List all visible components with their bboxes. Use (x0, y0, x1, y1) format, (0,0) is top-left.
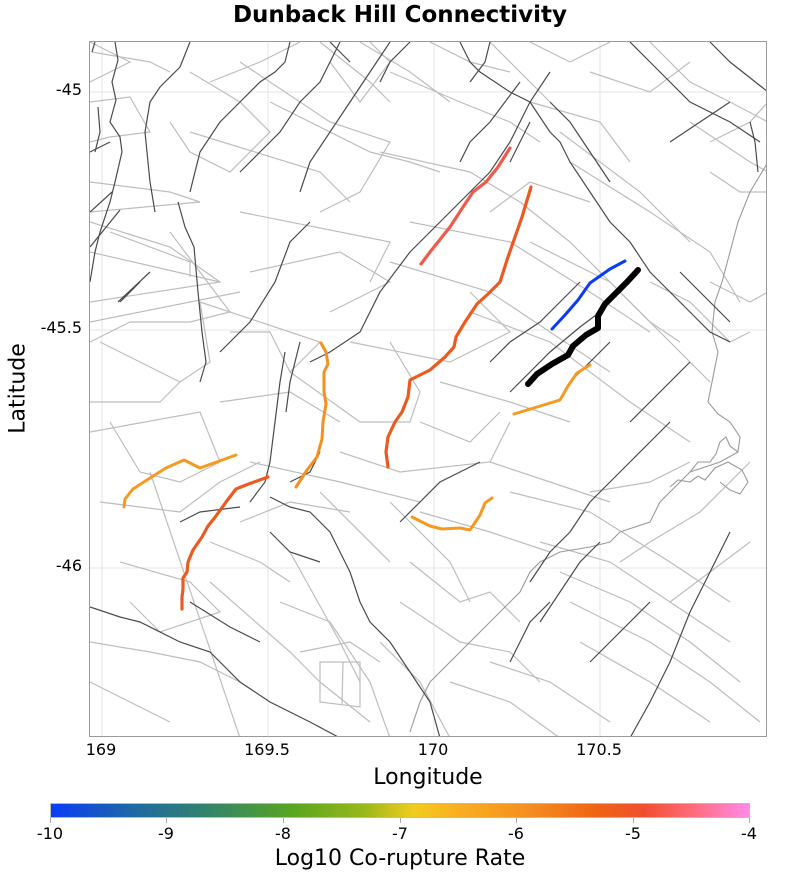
x-tick-label: 169.5 (244, 740, 290, 759)
fault-red-orange-southwest (180, 475, 270, 611)
colorbar-tick-label: -4 (741, 824, 757, 843)
colorbar-tick-mark (516, 818, 517, 823)
colorbar-tick-mark (50, 818, 51, 823)
fault-map (90, 42, 766, 736)
y-tick-label: -45.5 (40, 318, 82, 337)
fault-blue (550, 259, 627, 331)
colorbar-tick-label: -5 (625, 824, 641, 843)
x-tick-label: 169 (85, 740, 117, 759)
fault-red-orange-long (384, 185, 533, 469)
colorbar (50, 803, 750, 818)
x-tick-label: 170 (417, 740, 449, 759)
background-faults (90, 42, 766, 736)
y-tick-label: -45 (55, 80, 82, 99)
colorbar-tick-mark (633, 818, 634, 823)
chart-title: Dunback Hill Connectivity (232, 2, 568, 28)
fault-dunback-hill-black (525, 267, 641, 387)
colorbar-label: Log10 Co-rupture Rate (274, 846, 526, 871)
y-axis-label: Latitude (5, 343, 31, 434)
colorbar-tick-mark (166, 818, 167, 823)
fault-red-pink-north (419, 146, 512, 266)
colorbar-tick-label: -9 (158, 824, 174, 843)
map-plot-area[interactable] (89, 41, 767, 737)
fault-orange-south (410, 496, 494, 532)
colorbar-tick-label: -8 (275, 824, 291, 843)
colorbar-tick-label: -7 (392, 824, 408, 843)
colorbar-tick-label: -6 (508, 824, 524, 843)
highlighted-faults (122, 146, 641, 611)
colorbar-tick-mark (283, 818, 284, 823)
colorbar-tick-mark (400, 818, 401, 823)
fault-orange-east (512, 363, 592, 416)
x-axis-label: Longitude (373, 765, 483, 790)
fault-subsections (90, 42, 766, 736)
fault-orange-west (122, 453, 238, 509)
colorbar-tick-label: -10 (36, 824, 64, 843)
x-tick-label: 170.5 (576, 740, 622, 759)
colorbar-tick-mark (749, 818, 750, 823)
fault-orange-central (294, 341, 330, 489)
y-tick-label: -46 (55, 556, 82, 575)
gridlines (90, 42, 766, 736)
